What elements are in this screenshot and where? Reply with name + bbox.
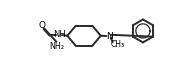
Text: N: N: [106, 32, 112, 41]
Text: CH₃: CH₃: [111, 40, 125, 49]
Text: O: O: [39, 21, 46, 30]
Text: NH: NH: [53, 30, 66, 39]
Text: NH₂: NH₂: [50, 42, 65, 51]
